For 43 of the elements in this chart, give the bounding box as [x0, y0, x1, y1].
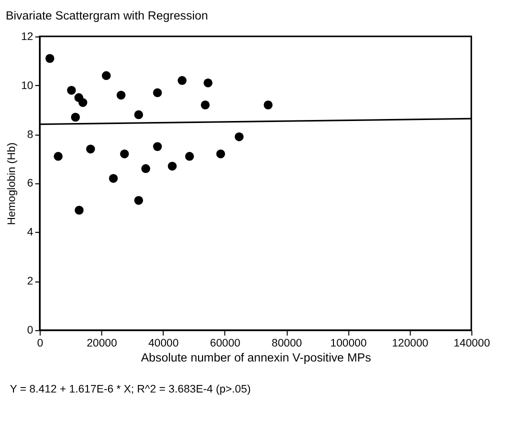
point [264, 100, 273, 110]
point [234, 132, 244, 142]
point [102, 71, 111, 80]
point [108, 174, 118, 183]
x-tick-label: 80000 [272, 337, 302, 350]
point [168, 162, 177, 171]
x-tick-label: 20000 [86, 337, 118, 350]
point [200, 100, 210, 110]
point [116, 90, 126, 100]
y-tick-label: 0 [27, 324, 34, 337]
x-tick-label: 60000 [210, 337, 240, 350]
chart-title: Bivariate Scattergram with Regression [6, 8, 208, 23]
x-tick-label: 0 [37, 337, 44, 350]
point [54, 152, 63, 161]
y-tick-label: 12 [21, 30, 34, 43]
x-tick-label: 40000 [148, 337, 179, 350]
y-tick-label: 4 [27, 226, 34, 239]
point [185, 152, 194, 161]
point [67, 86, 76, 95]
point [45, 54, 54, 63]
x-tick-label: 120000 [392, 337, 428, 350]
point [153, 142, 162, 151]
y-axis-title: Hemoglobin (Hb) [6, 142, 18, 225]
point [74, 206, 84, 215]
point [216, 149, 226, 158]
text: Y = 8.412 + 1.617E-6 * X; R^2 = 3.683E-4 (p>.05) [10, 384, 251, 396]
y-tick-label: 10 [21, 80, 34, 92]
point [141, 164, 150, 174]
x-tick-label: 140000 [454, 337, 490, 350]
x-tick-label: 100000 [330, 337, 367, 350]
point [78, 98, 88, 107]
point [71, 112, 80, 122]
y-tick-label: 2 [27, 276, 34, 288]
point [204, 78, 212, 88]
point [153, 88, 162, 98]
point [120, 149, 129, 158]
y-tick-label: 8 [27, 128, 34, 141]
point [134, 196, 144, 205]
point [134, 110, 144, 120]
point [178, 76, 187, 85]
point [86, 144, 95, 154]
y-tick-label: 6 [27, 178, 34, 190]
x-axis-title: Absolute number of annexin V-positive MPs [140, 350, 372, 364]
